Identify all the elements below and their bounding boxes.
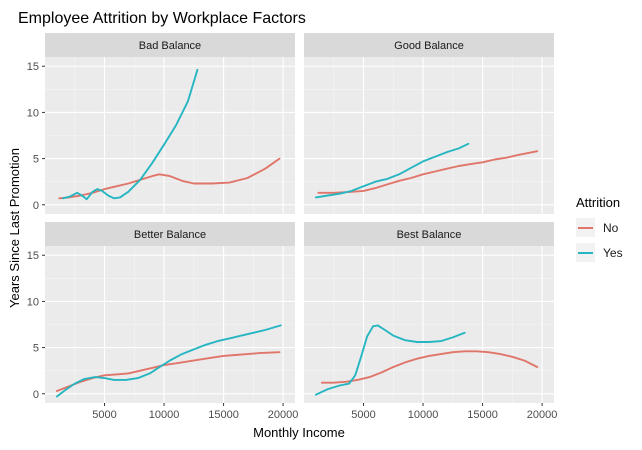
facet-panels: Bad Balance 0 5 10 15 Good Balance Better Bala…: [27, 33, 557, 421]
y-tick-label: 10: [27, 296, 39, 308]
x-tick-label: 5000: [351, 409, 375, 421]
legend-label: No: [603, 221, 619, 235]
y-tick-label: 5: [33, 154, 39, 166]
y-axis-title: Years Since Last Promotion: [7, 148, 22, 308]
series-line-yes: [314, 142, 470, 199]
facet-panel: Bad Balance 0 5 10 15: [27, 33, 295, 214]
facet-panel: Good Balance: [304, 33, 554, 214]
x-tick-label: 15000: [208, 409, 239, 421]
x-tick-label: 10000: [408, 409, 439, 421]
series-line-yes: [314, 324, 466, 396]
facet-label: Bad Balance: [139, 40, 201, 52]
x-tick-label: 15000: [467, 409, 498, 421]
series-line-no: [320, 350, 539, 384]
facet-panel: Best Balance 5000 10000 15000 20000: [304, 222, 557, 421]
facet-label: Good Balance: [394, 40, 464, 52]
legend-items: No Yes: [576, 218, 623, 262]
facet-label: Best Balance: [397, 229, 462, 241]
x-axis-title: Monthly Income: [253, 425, 345, 440]
y-tick-label: 0: [33, 200, 39, 212]
legend-title: Attrition: [576, 195, 620, 210]
series-line-no: [317, 150, 539, 194]
series-line-yes: [55, 324, 282, 398]
axis-titles: Monthly Income Years Since Last Promotio…: [7, 148, 345, 440]
facet-strip: [45, 33, 295, 57]
facet-strip: [304, 33, 554, 57]
y-tick-label: 15: [27, 61, 39, 73]
facet-panel: Better Balance 0 5 10 15 5000 10000 15000 20000: [27, 222, 299, 421]
x-tick-label: 5000: [92, 409, 116, 421]
legend: Attrition No Yes: [576, 195, 623, 262]
y-tick-label: 0: [33, 389, 39, 401]
y-tick-label: 10: [27, 107, 39, 119]
legend-label: Yes: [603, 246, 623, 260]
y-tick-label: 5: [33, 343, 39, 355]
x-tick-label: 10000: [149, 409, 180, 421]
facet-label: Better Balance: [134, 229, 206, 241]
chart-title: Employee Attrition by Workplace Factors: [18, 10, 306, 27]
series-line-yes: [61, 68, 199, 201]
x-tick-label: 20000: [527, 409, 558, 421]
y-tick-label: 15: [27, 250, 39, 262]
facet-strip: [45, 222, 295, 246]
facet-strip: [304, 222, 554, 246]
x-tick-label: 20000: [268, 409, 299, 421]
